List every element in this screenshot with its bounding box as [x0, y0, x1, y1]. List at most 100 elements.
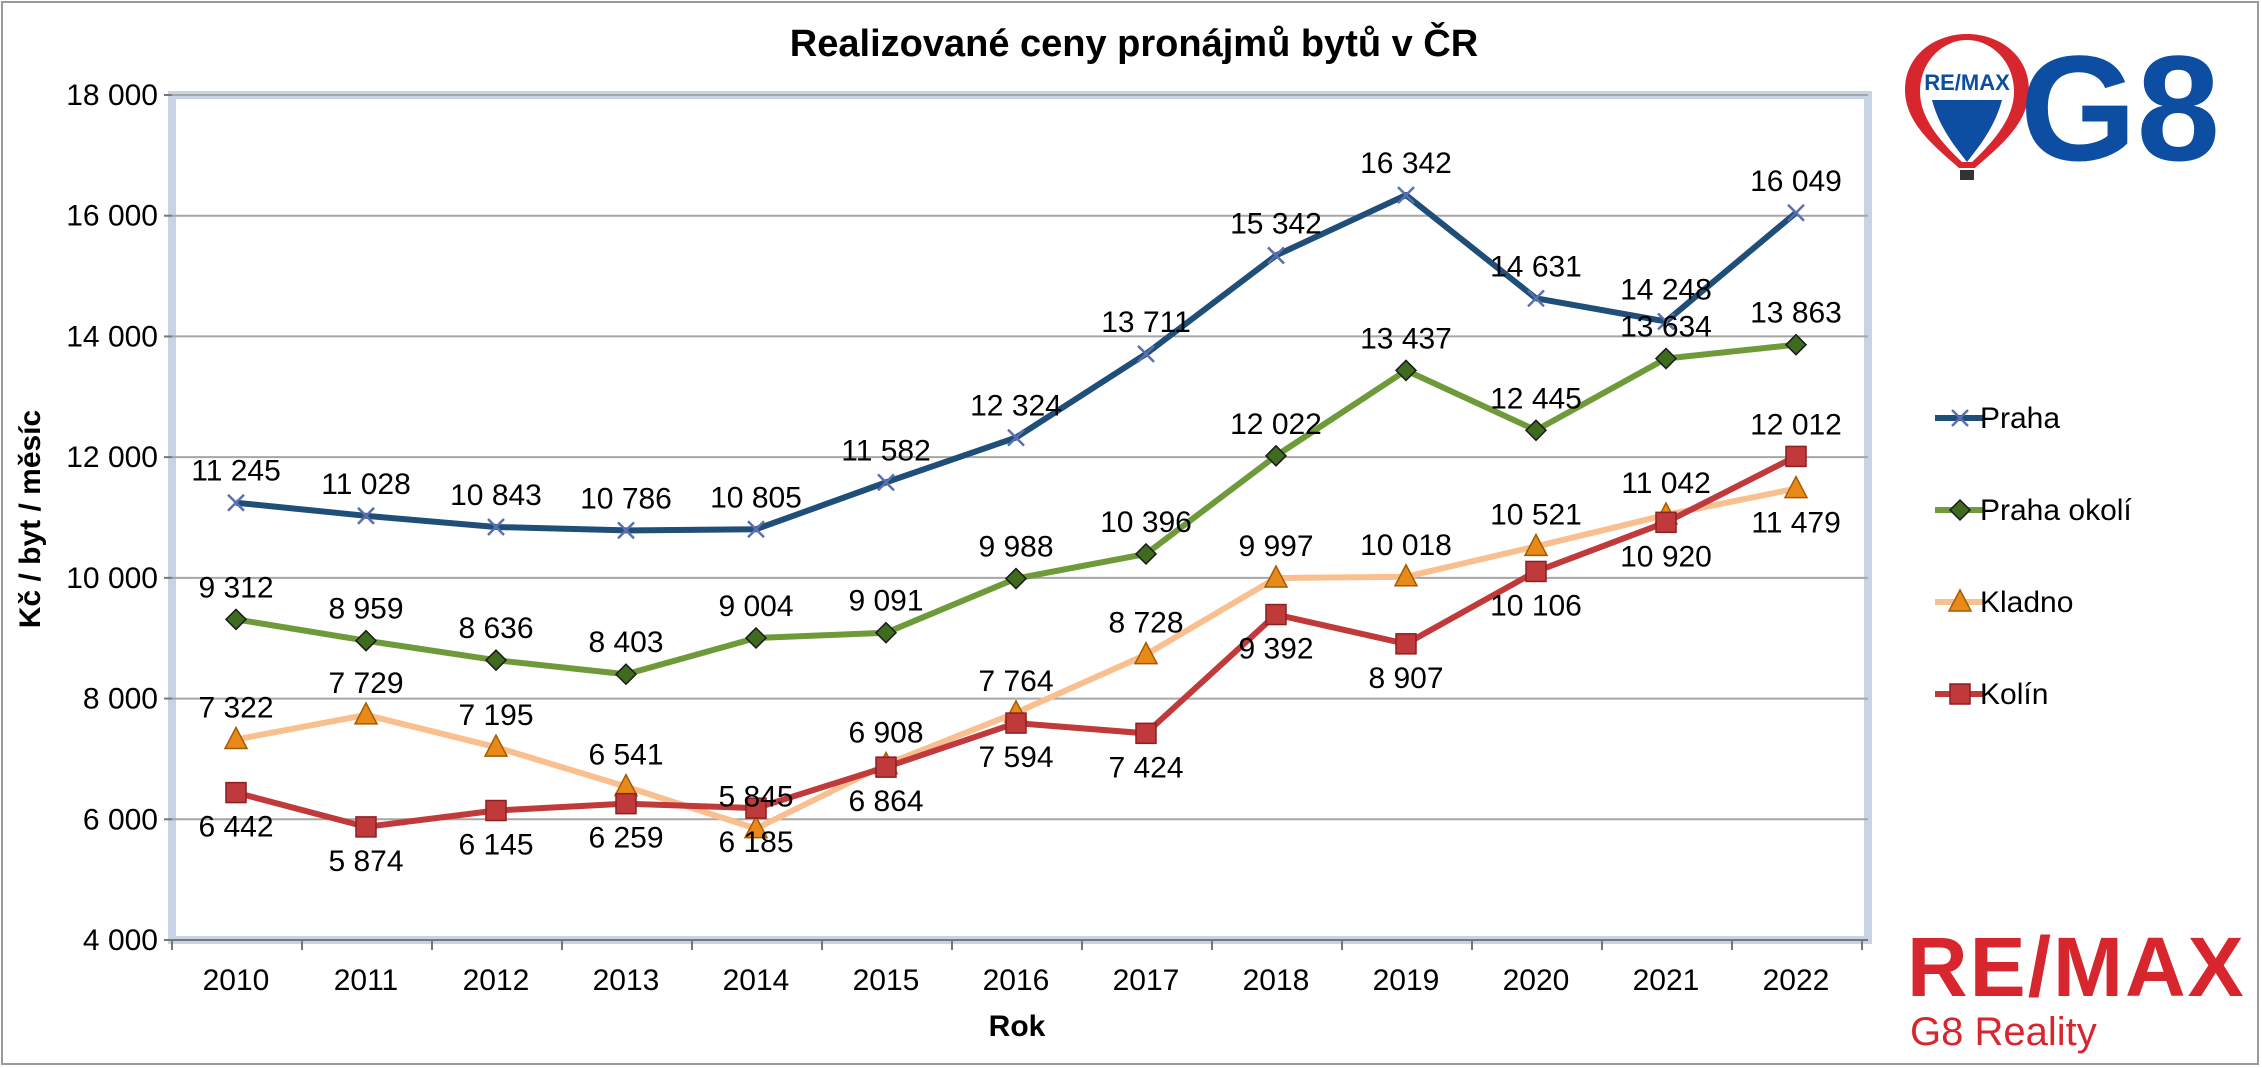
data-label: 13 634	[1620, 311, 1712, 344]
data-point	[617, 521, 635, 540]
data-point	[1657, 312, 1675, 331]
data-label: 7 322	[198, 691, 273, 724]
data-point	[483, 733, 509, 757]
data-point	[484, 649, 508, 672]
legend-label: Kolín	[1980, 678, 2048, 711]
data-point	[743, 815, 769, 839]
marker-stroke	[1787, 203, 1805, 222]
balloon-base-icon	[1932, 100, 2002, 162]
legend-marker	[1949, 683, 1971, 705]
legend-entry: Kladno	[1935, 586, 2073, 619]
x-tick-label: 2015	[853, 964, 920, 997]
data-point	[1265, 603, 1287, 626]
data-point	[227, 493, 245, 512]
series-praha	[227, 186, 1805, 540]
data-label: 6 259	[588, 822, 663, 855]
series-kolín	[225, 445, 1807, 838]
x-tick-label: 2018	[1243, 964, 1310, 997]
data-label: 9 988	[978, 531, 1053, 564]
legend-entry: Praha okolí	[1935, 494, 2132, 527]
data-label: 12 445	[1490, 382, 1582, 415]
marker-stroke	[1267, 246, 1285, 265]
x-tick-label: 2016	[983, 964, 1050, 997]
balloon-basket-icon	[1960, 170, 1974, 180]
data-label: 7 424	[1108, 751, 1183, 784]
data-label: 12 012	[1750, 408, 1842, 441]
data-point	[1135, 722, 1157, 745]
data-point	[355, 816, 377, 838]
data-point	[1787, 203, 1805, 222]
data-point	[1394, 359, 1418, 382]
marker-stroke	[1951, 409, 1969, 427]
data-labels: 11 245 11 028 10 843 10 786 10 805 11 582 12 3…	[191, 147, 1842, 878]
marker-stroke	[747, 520, 765, 539]
data-label: 5 874	[328, 845, 403, 878]
marker-stroke	[357, 506, 375, 525]
marker-stroke	[877, 473, 895, 492]
gridlines	[172, 94, 1868, 821]
data-point	[1524, 419, 1548, 442]
data-point	[1267, 246, 1285, 265]
data-point	[1784, 333, 1808, 356]
x-tick-label: 2011	[334, 964, 399, 997]
data-label: 10 786	[580, 482, 672, 515]
data-label: 13 437	[1360, 322, 1452, 355]
data-label: 6 864	[848, 785, 923, 818]
data-point	[877, 473, 895, 492]
data-label: 16 049	[1750, 165, 1842, 198]
data-label: 10 018	[1360, 529, 1452, 562]
data-label: 6 185	[718, 826, 793, 859]
data-label: 10 843	[450, 479, 542, 512]
x-tick-label: 2019	[1373, 964, 1440, 997]
data-label: 8 959	[328, 593, 403, 626]
data-point	[485, 799, 507, 822]
balloon-brand-text: RE/MAX	[1924, 70, 2010, 95]
y-tick-label: 12 000	[66, 441, 158, 474]
data-point	[614, 663, 638, 686]
data-label: 10 805	[710, 481, 802, 514]
series-praha-okolí	[224, 333, 1808, 686]
data-point	[1395, 633, 1417, 655]
x-tick-label: 2021	[1633, 964, 1700, 997]
data-point	[1134, 542, 1158, 566]
y-tick-label: 8 000	[83, 683, 158, 716]
data-point	[1263, 564, 1289, 588]
data-point	[1654, 347, 1678, 370]
data-label: 7 729	[328, 667, 403, 700]
data-point	[1393, 563, 1419, 587]
y-tick-label: 16 000	[66, 200, 158, 233]
data-label: 10 396	[1100, 506, 1192, 539]
data-label: 11 245	[191, 455, 281, 488]
data-label: 11 028	[321, 468, 411, 501]
data-point	[744, 626, 768, 650]
legend-entry: Praha	[1935, 402, 2060, 435]
data-point	[224, 608, 248, 631]
marker-stroke	[1527, 289, 1545, 308]
data-label: 11 582	[841, 434, 931, 467]
x-tick-label: 2022	[1763, 964, 1830, 997]
data-label: 5 845	[718, 781, 793, 814]
data-label: 11 042	[1621, 467, 1711, 500]
legend-marker	[1951, 409, 1969, 427]
data-point	[353, 701, 379, 725]
marker-stroke	[487, 518, 505, 536]
data-point	[874, 621, 898, 644]
data-label: 8 907	[1368, 662, 1443, 695]
x-tick-label: 2010	[203, 964, 270, 997]
series-layer	[223, 186, 1809, 839]
remax-wordmark: RE/MAX	[1907, 920, 2246, 1014]
data-label: 14 248	[1620, 273, 1712, 306]
data-point	[1783, 474, 1809, 499]
data-label: 8 636	[458, 612, 533, 645]
data-point	[487, 518, 505, 536]
legend-marker	[1948, 498, 1972, 522]
g8-logo: G8	[2020, 24, 2220, 192]
data-label: 6 908	[848, 716, 923, 749]
data-label: 9 392	[1238, 633, 1313, 666]
data-point	[1004, 567, 1028, 590]
data-point	[747, 520, 765, 539]
data-label: 6 541	[588, 739, 663, 772]
data-point	[225, 781, 247, 804]
data-label: 7 764	[978, 665, 1053, 698]
data-point	[1525, 560, 1547, 583]
